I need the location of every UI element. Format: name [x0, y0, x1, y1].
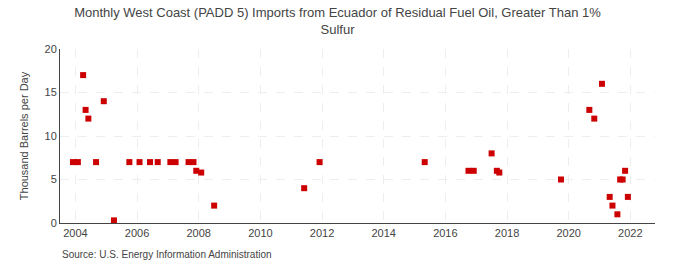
svg-text:10: 10 [45, 130, 57, 142]
svg-text:15: 15 [45, 86, 57, 98]
svg-text:Source: U.S. Energy Informatio: Source: U.S. Energy Information Administ… [62, 249, 272, 260]
svg-text:2022: 2022 [618, 227, 642, 239]
svg-text:2018: 2018 [495, 227, 519, 239]
svg-text:2016: 2016 [433, 227, 457, 239]
svg-text:2004: 2004 [63, 227, 87, 239]
svg-text:2006: 2006 [125, 227, 149, 239]
svg-text:Monthly West Coast (PADD 5) Im: Monthly West Coast (PADD 5) Imports from… [74, 5, 601, 37]
svg-text:Thousand Barrels per Day: Thousand Barrels per Day [18, 71, 30, 200]
svg-text:2008: 2008 [186, 227, 210, 239]
svg-text:20: 20 [45, 43, 57, 55]
svg-text:2020: 2020 [556, 227, 580, 239]
svg-text:0: 0 [51, 217, 57, 229]
svg-text:2012: 2012 [310, 227, 334, 239]
svg-text:2014: 2014 [371, 227, 395, 239]
svg-text:5: 5 [51, 173, 57, 185]
svg-text:2010: 2010 [248, 227, 272, 239]
